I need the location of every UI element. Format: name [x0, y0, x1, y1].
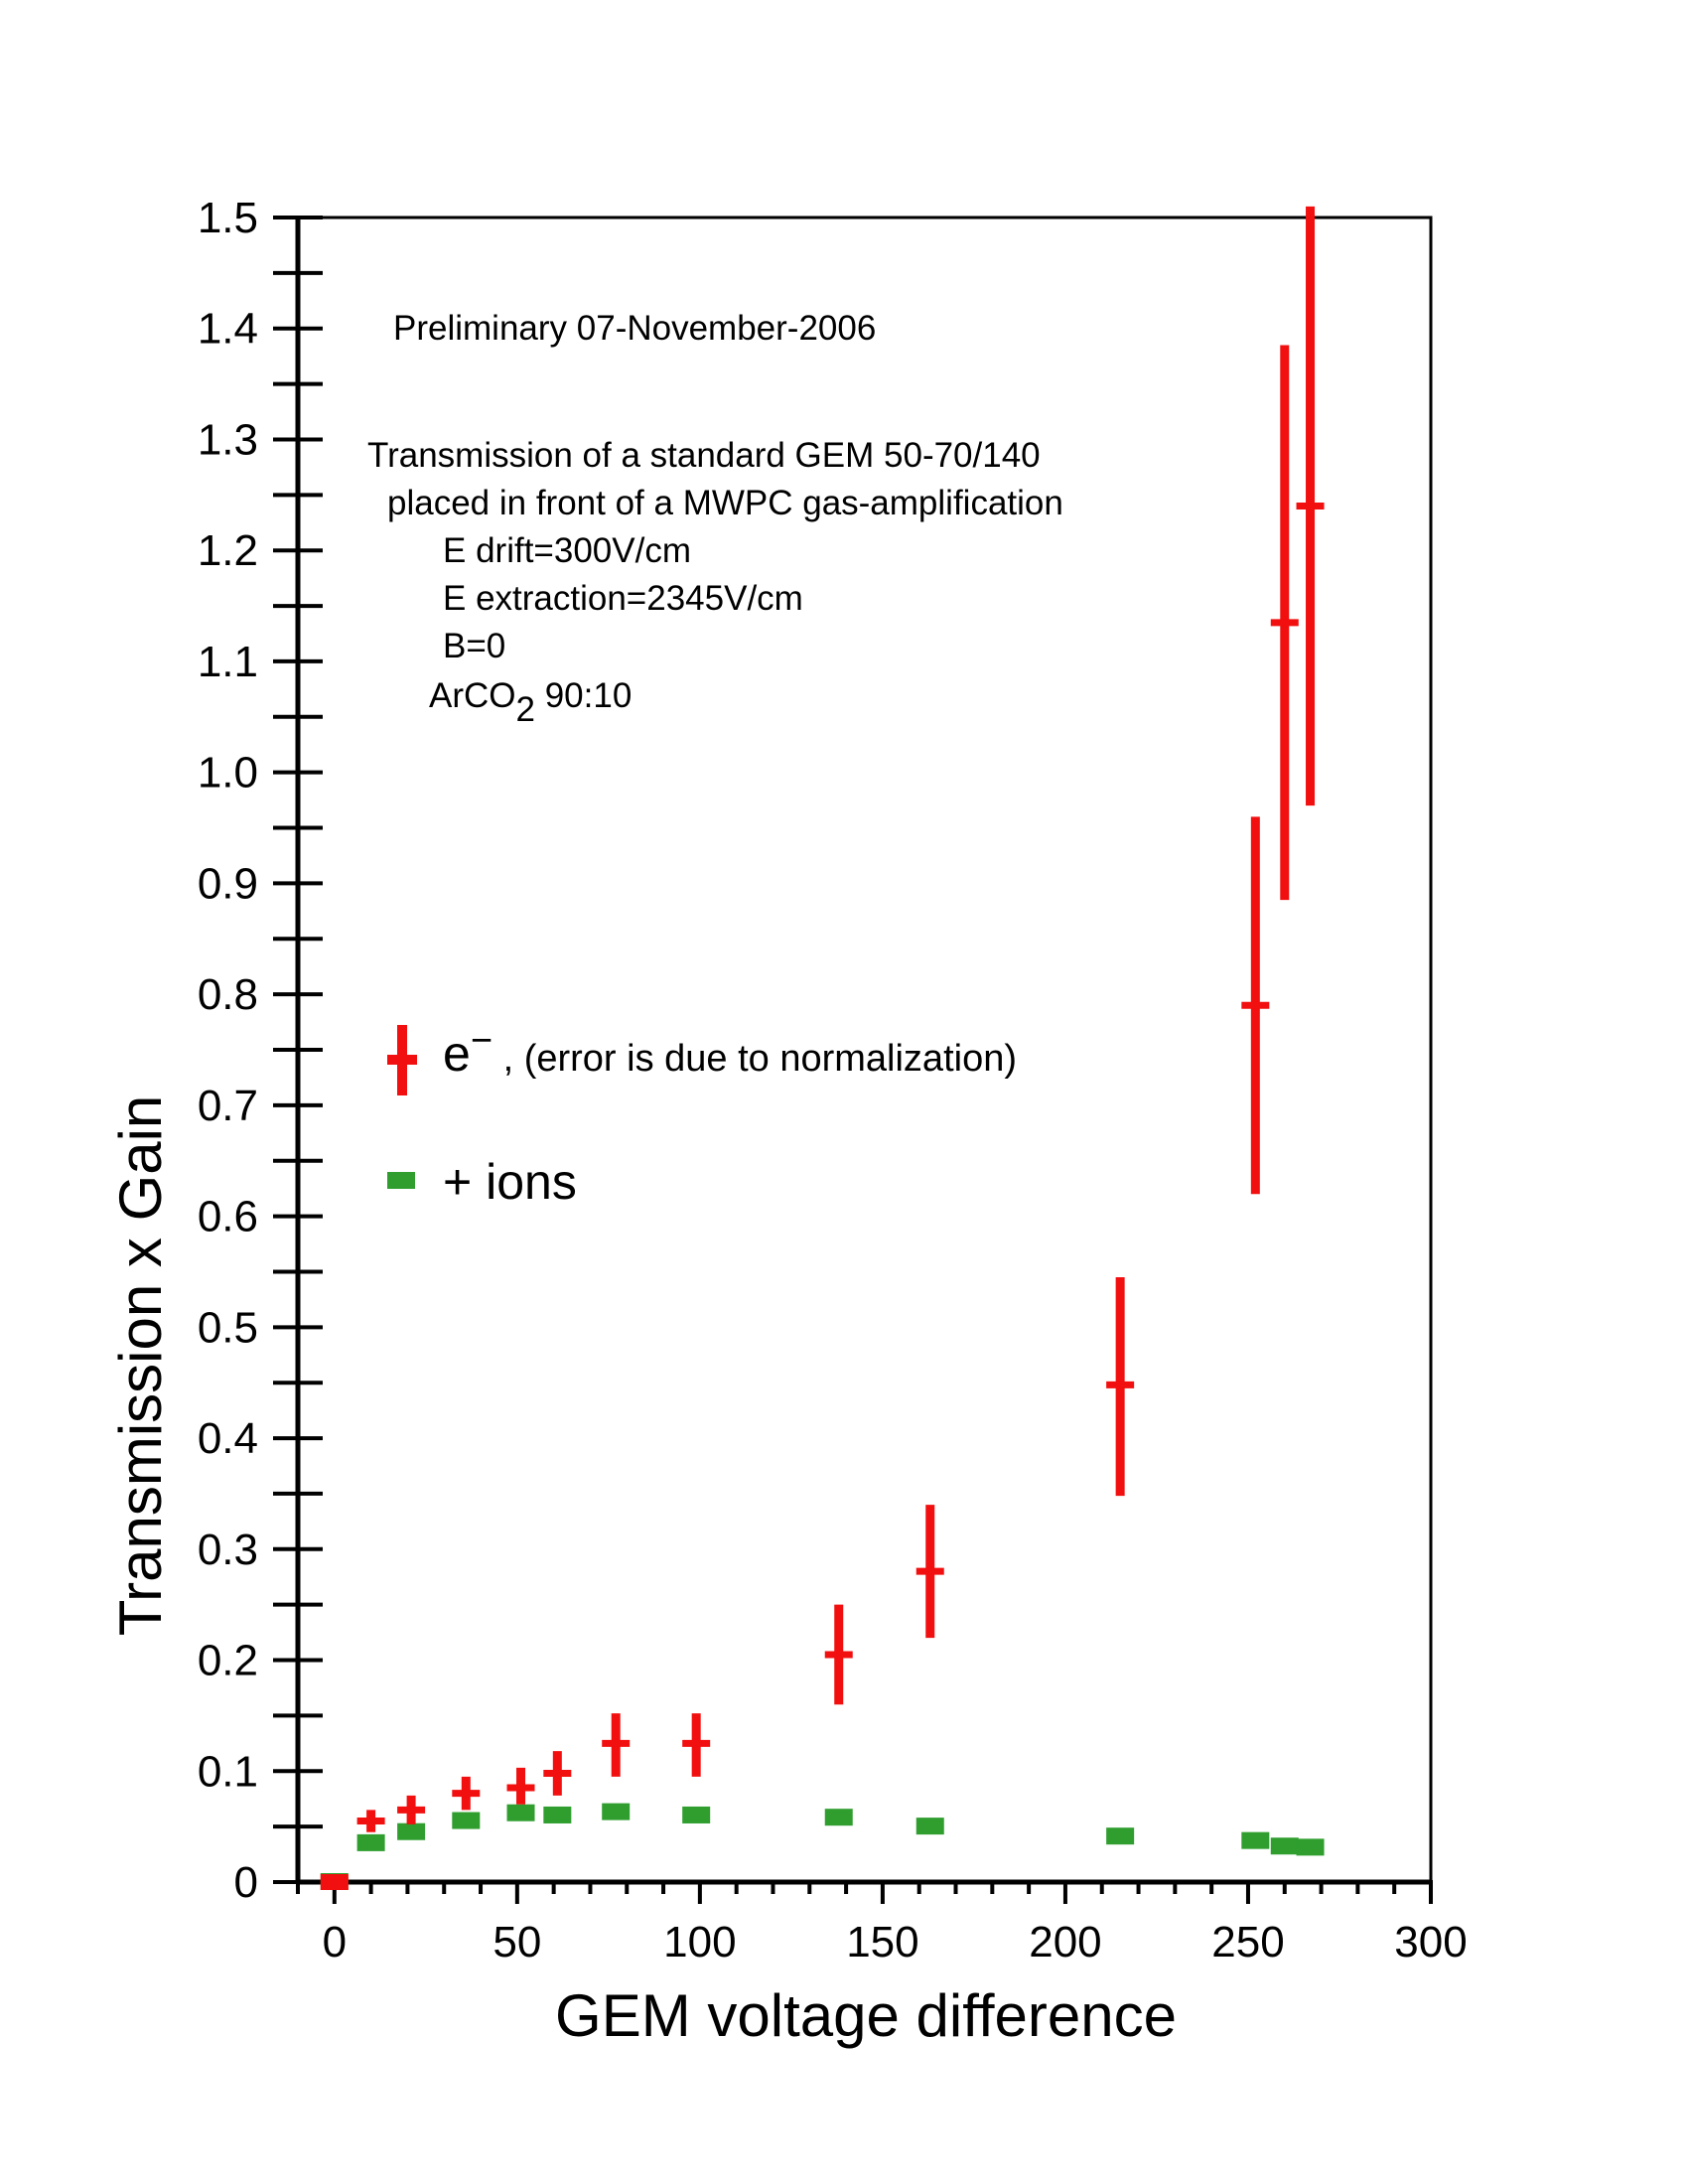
x-tick-label: 250 [1211, 1918, 1284, 1966]
annotation-line-3: E drift=300V/cm [443, 531, 691, 570]
y-tick-label: 0.9 [198, 859, 258, 908]
y-tick-label: 1.2 [198, 526, 258, 575]
annotation-line-1: Transmission of a standard GEM 50-70/140 [367, 436, 1041, 475]
preliminary-date-note: Preliminary 07-November-2006 [393, 309, 876, 348]
annotation-line-5: B=0 [443, 627, 505, 665]
legend-electron-label: e− , (error is due to normalization) [443, 1020, 1017, 1082]
legend-ion-label: + ions [443, 1154, 577, 1210]
y-tick-label: 0.8 [198, 970, 258, 1019]
gas-main: ArCO [429, 676, 516, 715]
electron-data-point [543, 1751, 572, 1796]
y-tick-label: 0 [234, 1858, 258, 1907]
y-tick-label: 0.4 [198, 1414, 258, 1463]
x-tick-label: 200 [1029, 1918, 1101, 1966]
y-tick-label: 1.0 [198, 749, 258, 798]
ion-data-point [602, 1803, 631, 1820]
electron-data-point [1296, 206, 1325, 806]
electron-marker [320, 1874, 349, 1890]
ion-data-point [543, 1806, 572, 1823]
electron-data-point [320, 1874, 349, 1890]
y-tick-label: 1.3 [198, 415, 258, 464]
legend-electron-superscript: − [471, 1020, 492, 1062]
electron-data-point [1106, 1277, 1135, 1497]
ion-data-point [452, 1812, 481, 1829]
electron-data-point [915, 1505, 944, 1639]
y-axis-title: Transmission x Gain [107, 1095, 174, 1637]
electron-data-point [356, 1810, 385, 1832]
x-tick-label: 150 [846, 1918, 918, 1966]
x-tick-label: 0 [323, 1918, 347, 1966]
annotation-line-4: E extraction=2345V/cm [443, 579, 803, 618]
x-tick-label: 100 [663, 1918, 736, 1966]
annotation-line-2: placed in front of a MWPC gas-amplificat… [387, 484, 1063, 522]
electron-data-point [1270, 345, 1299, 901]
x-axis-title: GEM voltage difference [555, 1982, 1177, 2049]
y-tick-label: 1.4 [198, 305, 258, 354]
ion-data-point [506, 1804, 535, 1821]
y-axis-ticks: 0 0.1 0.2 0.3 0.4 0.5 0.6 0.7 0.8 0.9 1.0 1.1 1.2 1.3… [198, 194, 323, 1907]
legend: e− , (error is due to normalization) + i… [387, 1020, 1017, 1210]
x-tick-label: 50 [492, 1918, 541, 1966]
electron-data-point [602, 1713, 631, 1777]
electron-series [320, 206, 1325, 1890]
y-tick-label: 0.3 [198, 1526, 258, 1574]
legend-electron-marker [387, 1025, 417, 1095]
ion-series [320, 1803, 1325, 1890]
ion-data-point [682, 1806, 711, 1823]
y-tick-label: 1.1 [198, 638, 258, 686]
y-tick-label: 1.5 [198, 194, 258, 242]
ion-data-point [1296, 1838, 1325, 1856]
legend-electron-symbol: e [443, 1026, 471, 1082]
y-tick-label: 0.7 [198, 1082, 258, 1130]
y-tick-label: 0.5 [198, 1303, 258, 1352]
y-tick-label: 0.2 [198, 1637, 258, 1685]
gas-ratio: 90:10 [535, 676, 632, 715]
legend-ion-marker [387, 1172, 415, 1189]
electron-data-point [1241, 816, 1270, 1195]
electron-data-point [824, 1604, 853, 1705]
gas-subscript: 2 [516, 690, 535, 729]
electron-data-point [682, 1713, 711, 1777]
ion-data-point [1241, 1831, 1270, 1849]
annotation-gas: ArCO2 90:10 [429, 676, 632, 729]
ion-data-point [1106, 1827, 1135, 1845]
ion-data-point [356, 1833, 385, 1851]
y-tick-label: 0.1 [198, 1747, 258, 1796]
y-tick-label: 0.6 [198, 1193, 258, 1241]
ion-data-point [824, 1809, 853, 1826]
x-tick-label: 300 [1394, 1918, 1467, 1966]
legend-electron-note: , (error is due to normalization) [492, 1038, 1017, 1080]
ion-data-point [915, 1818, 944, 1835]
electron-data-point [506, 1767, 535, 1805]
electron-data-point [452, 1776, 481, 1811]
electron-data-point [397, 1795, 426, 1824]
ion-data-point [1270, 1837, 1299, 1855]
x-axis-ticks: 0 50 100 150 200 250 300 [296, 1880, 1468, 1966]
ion-data-point [397, 1822, 426, 1840]
